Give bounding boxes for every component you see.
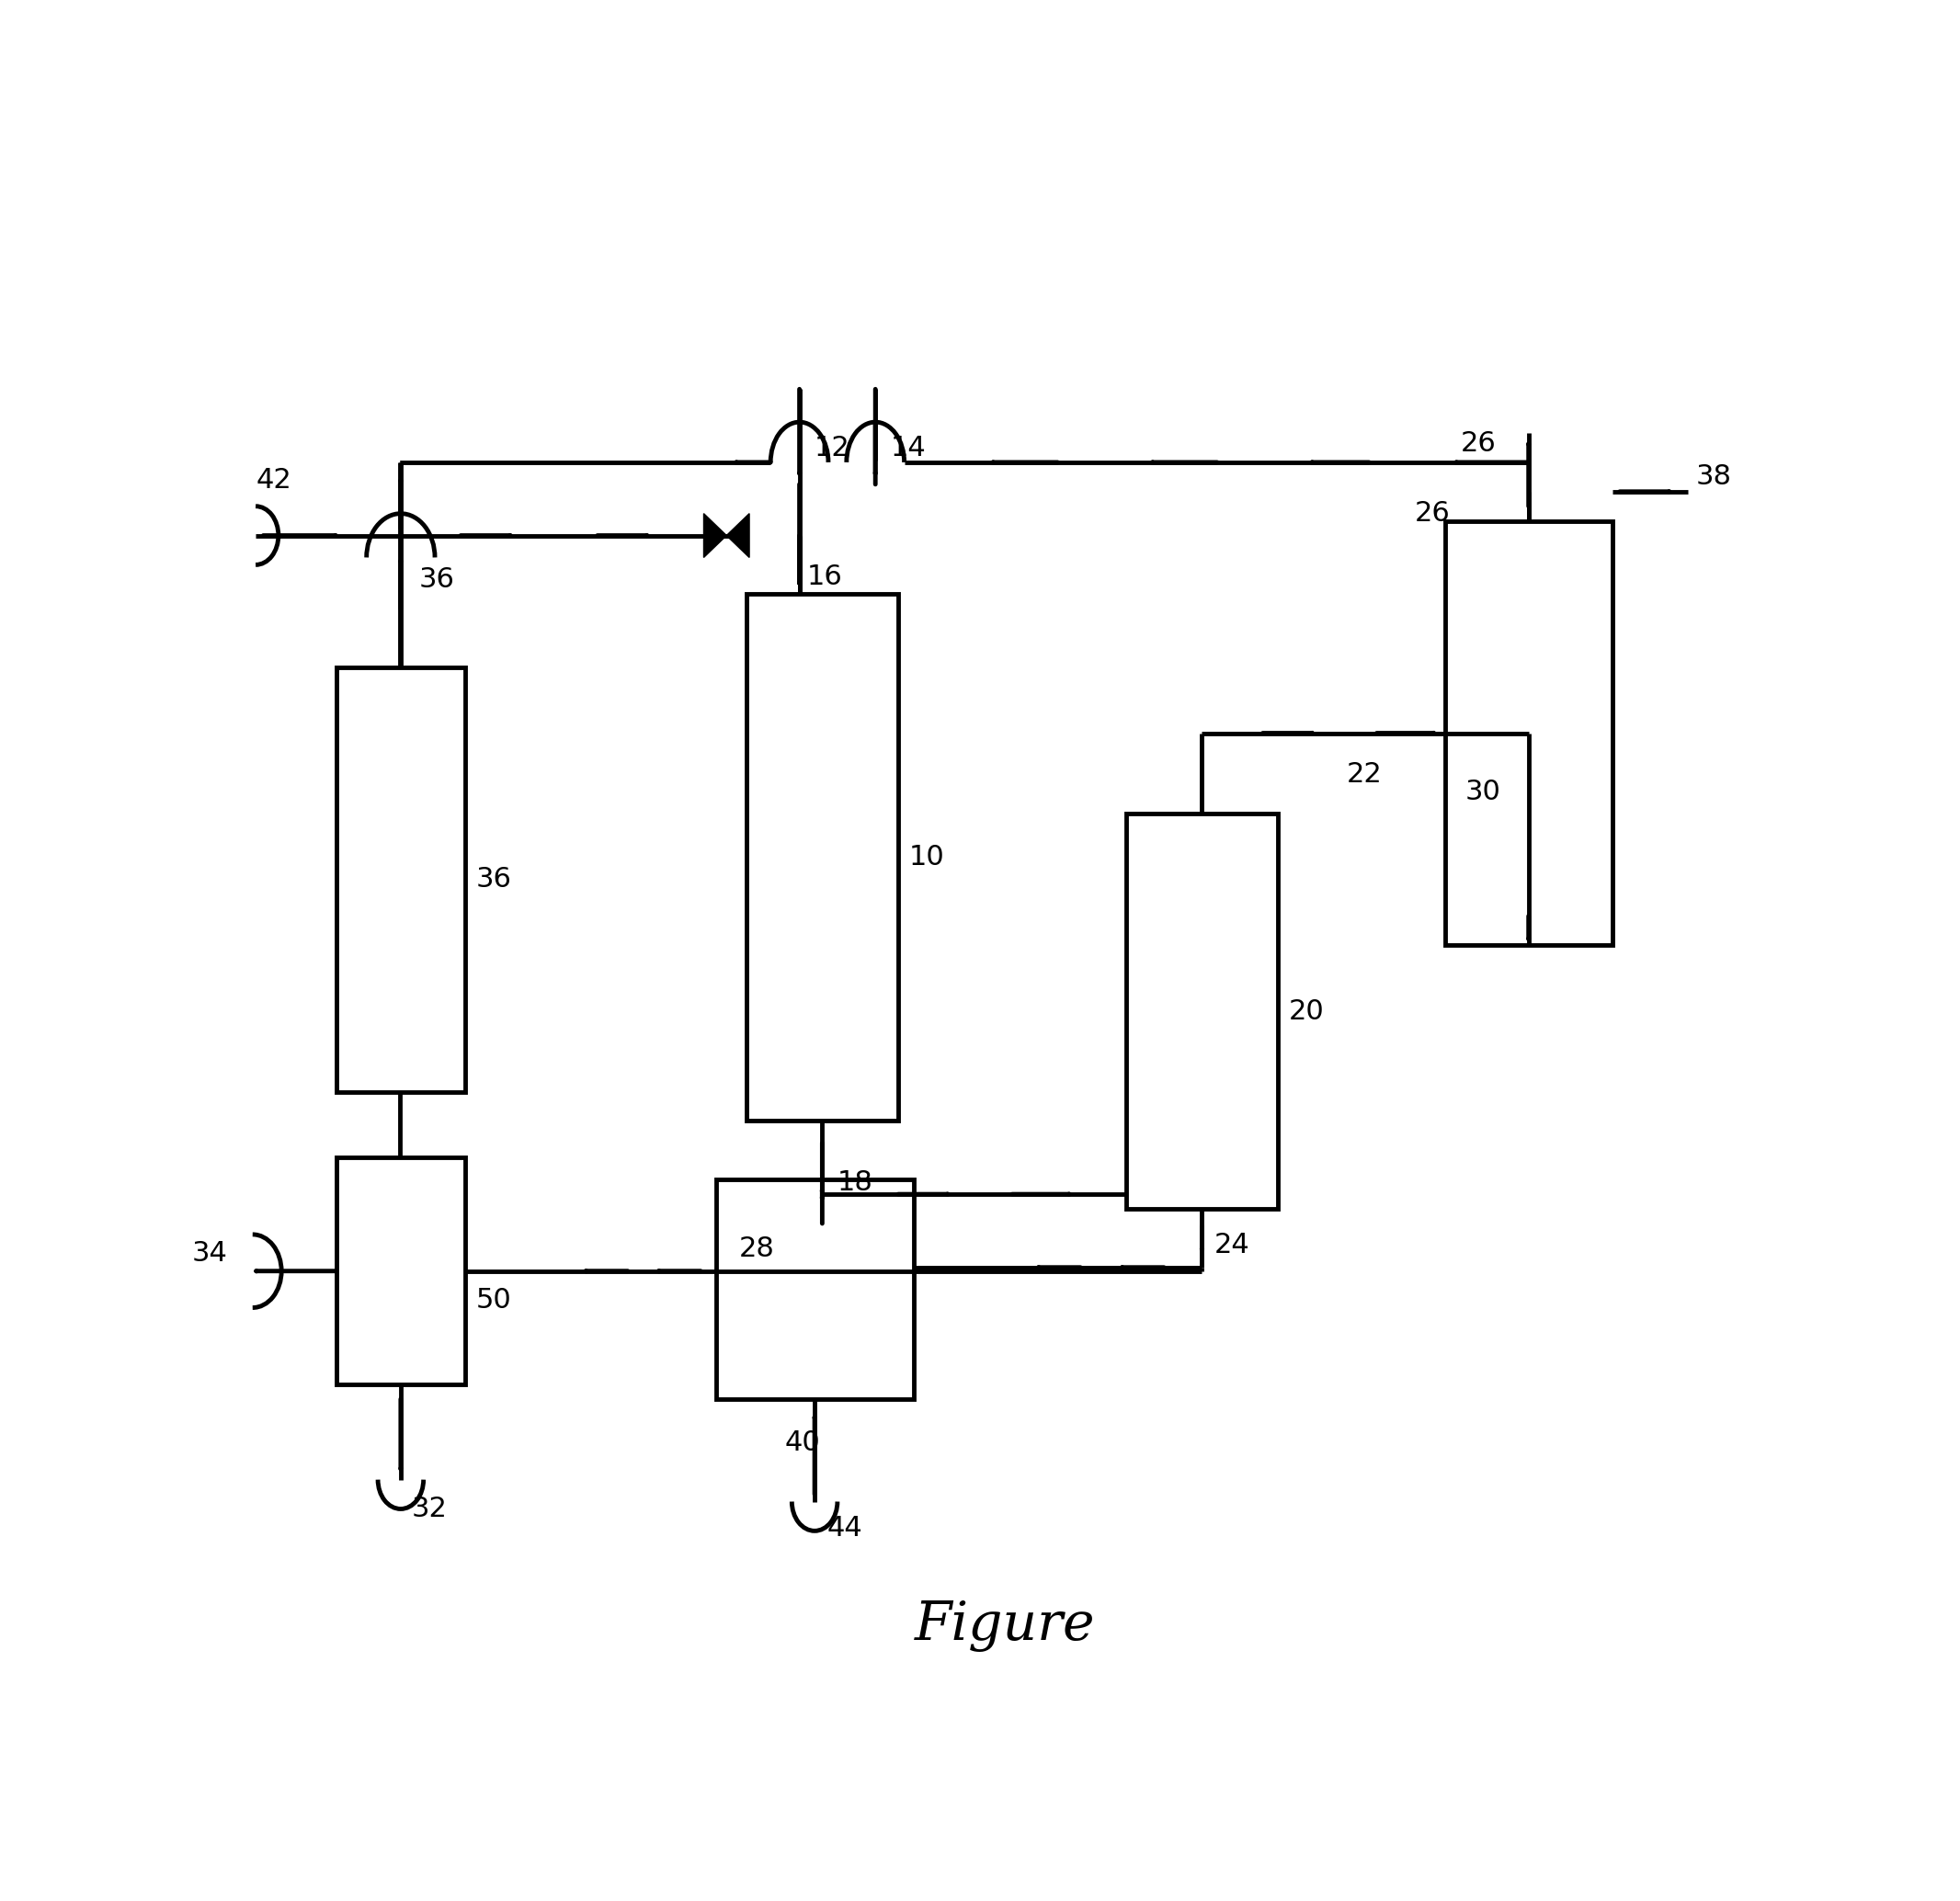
Text: 50: 50 bbox=[476, 1287, 512, 1314]
Bar bbox=[1125, 814, 1278, 1209]
Text: 38: 38 bbox=[1695, 464, 1731, 490]
Text: 26: 26 bbox=[1415, 500, 1450, 527]
Text: 40: 40 bbox=[784, 1430, 819, 1456]
Text: 24: 24 bbox=[1213, 1232, 1250, 1258]
Text: 16: 16 bbox=[808, 563, 843, 589]
Text: 14: 14 bbox=[890, 433, 927, 462]
Bar bbox=[747, 593, 898, 1122]
Text: 32: 32 bbox=[412, 1496, 447, 1523]
Bar bbox=[337, 1158, 465, 1384]
Bar bbox=[337, 667, 465, 1091]
Text: 18: 18 bbox=[837, 1169, 872, 1196]
Text: 36: 36 bbox=[476, 867, 512, 893]
Text: 44: 44 bbox=[827, 1515, 862, 1542]
Bar bbox=[1445, 521, 1611, 945]
Text: 36: 36 bbox=[419, 566, 455, 593]
Bar bbox=[715, 1179, 913, 1399]
Text: 10: 10 bbox=[909, 844, 945, 871]
Text: 28: 28 bbox=[739, 1236, 774, 1262]
Text: 22: 22 bbox=[1347, 760, 1382, 787]
Text: 12: 12 bbox=[815, 433, 851, 462]
Text: 20: 20 bbox=[1288, 998, 1325, 1025]
Text: 26: 26 bbox=[1460, 430, 1495, 456]
Polygon shape bbox=[727, 513, 749, 557]
Text: 34: 34 bbox=[192, 1239, 227, 1266]
Text: 30: 30 bbox=[1464, 778, 1501, 804]
Text: Figure: Figure bbox=[913, 1601, 1096, 1652]
Text: 42: 42 bbox=[255, 466, 292, 492]
Polygon shape bbox=[704, 513, 727, 557]
